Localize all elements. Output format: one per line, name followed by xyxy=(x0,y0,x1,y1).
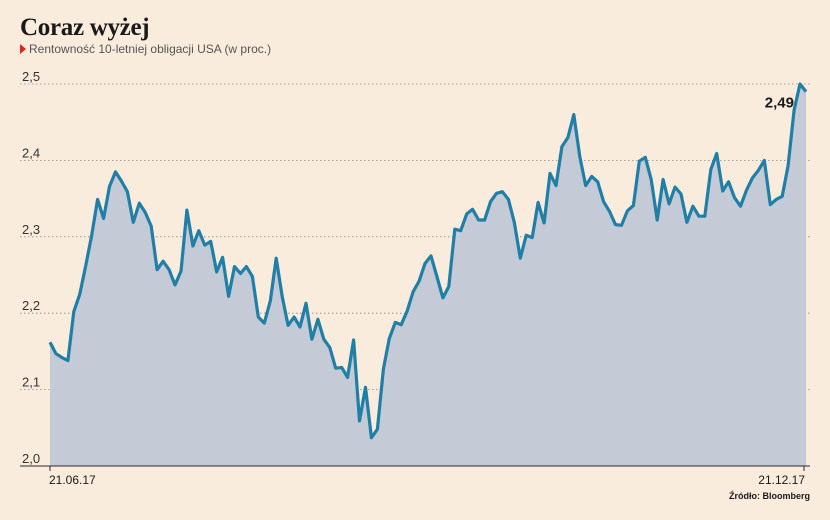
series-line xyxy=(48,82,808,440)
subtitle-text: Rentowność 10-letniej obligacji USA (w p… xyxy=(29,42,272,56)
y-tick-label: 2,0 xyxy=(22,451,40,466)
x-tick-label: 21.06.17 xyxy=(49,473,96,487)
y-axis-ticks: 2,0 2,1 2,2 2,3 2,4 2,5 xyxy=(22,69,40,466)
last-value-label: 2,49 xyxy=(765,95,794,112)
y-tick-label: 2,1 xyxy=(22,375,40,390)
x-axis-ticks: 21.06.17 21.12.17 xyxy=(49,466,805,487)
chart-title: Coraz wyżej xyxy=(20,14,150,41)
y-tick-label: 2,4 xyxy=(22,145,40,160)
series-area xyxy=(50,84,806,466)
x-tick-label: 21.12.17 xyxy=(758,473,805,487)
source-note: Źródło: Bloomberg xyxy=(729,491,810,501)
red-triangle-marker-icon xyxy=(20,44,26,54)
y-tick-label: 2,5 xyxy=(22,69,40,84)
y-tick-label: 2,3 xyxy=(22,222,40,237)
chart-subtitle: Rentowność 10-letniej obligacji USA (w p… xyxy=(20,42,271,56)
y-tick-label: 2,2 xyxy=(22,298,40,313)
